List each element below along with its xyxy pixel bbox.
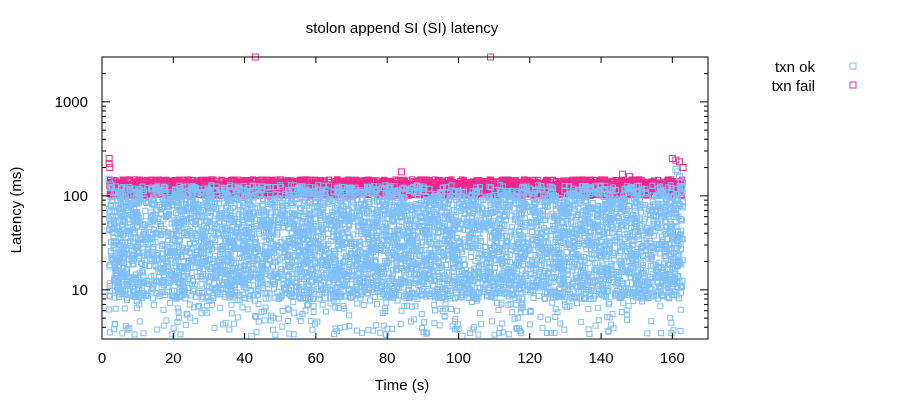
data-point bbox=[509, 224, 516, 231]
data-point bbox=[619, 178, 626, 185]
data-point bbox=[431, 179, 438, 186]
data-point bbox=[617, 179, 624, 186]
data-point bbox=[250, 176, 257, 183]
data-point bbox=[306, 180, 313, 187]
data-point bbox=[523, 176, 530, 183]
data-point bbox=[520, 177, 527, 184]
data-point bbox=[136, 178, 143, 185]
series-txn-ok-band bbox=[106, 182, 686, 302]
data-point bbox=[610, 178, 617, 185]
data-point bbox=[240, 179, 247, 186]
data-point bbox=[348, 177, 355, 184]
data-point bbox=[576, 176, 583, 183]
data-point bbox=[401, 268, 408, 275]
data-point bbox=[667, 176, 674, 183]
data-point bbox=[639, 179, 646, 186]
data-point bbox=[536, 292, 543, 299]
data-point bbox=[324, 230, 331, 237]
data-point bbox=[161, 177, 168, 184]
chart-title: stolon append SI (SI) latency bbox=[306, 20, 499, 37]
data-point bbox=[635, 177, 642, 184]
data-point bbox=[149, 295, 156, 302]
data-point bbox=[400, 176, 407, 183]
data-point bbox=[575, 177, 582, 184]
data-point bbox=[541, 179, 548, 186]
data-point bbox=[464, 181, 471, 188]
data-point bbox=[439, 177, 446, 184]
data-point bbox=[325, 182, 332, 189]
data-point bbox=[397, 177, 404, 184]
data-point bbox=[174, 179, 181, 186]
data-point bbox=[447, 177, 454, 184]
data-point bbox=[597, 176, 604, 183]
data-point bbox=[529, 229, 536, 236]
data-point bbox=[301, 177, 308, 184]
data-point bbox=[488, 176, 495, 183]
data-point bbox=[244, 178, 251, 185]
data-point bbox=[194, 177, 201, 184]
data-point bbox=[555, 186, 562, 193]
data-point bbox=[511, 178, 518, 185]
data-point bbox=[519, 267, 526, 274]
data-point bbox=[505, 177, 512, 184]
data-point bbox=[208, 177, 215, 184]
data-point bbox=[258, 176, 265, 183]
data-point bbox=[182, 295, 189, 302]
data-point bbox=[561, 183, 568, 190]
data-point bbox=[145, 178, 152, 185]
data-point bbox=[275, 178, 282, 185]
data-point bbox=[359, 178, 366, 185]
data-point bbox=[548, 184, 555, 191]
data-point bbox=[561, 179, 568, 186]
plot-area bbox=[105, 53, 687, 340]
data-point bbox=[546, 183, 553, 190]
data-point bbox=[422, 179, 429, 186]
data-point bbox=[165, 178, 172, 185]
